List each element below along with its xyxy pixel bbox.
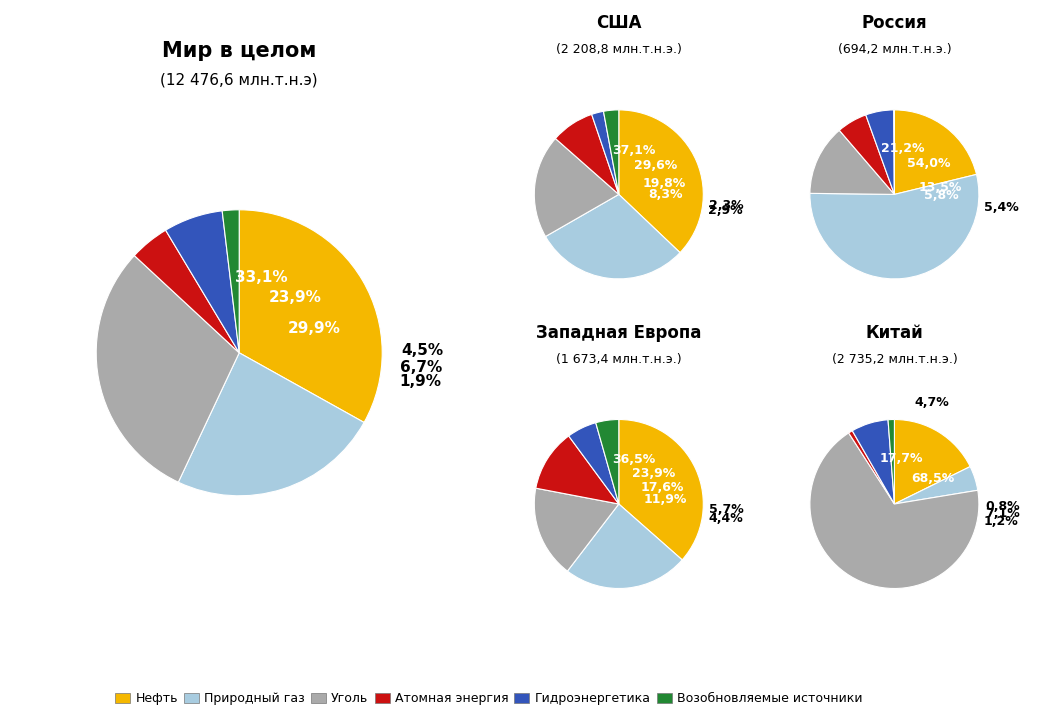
Wedge shape	[165, 211, 239, 353]
Legend: Нефть, Природный газ, Уголь, Атомная энергия, Гидроэнергетика, Возобновляемые ис: Нефть, Природный газ, Уголь, Атомная эне…	[110, 687, 867, 710]
Text: 17,6%: 17,6%	[641, 481, 684, 494]
Wedge shape	[894, 467, 978, 504]
Wedge shape	[223, 210, 239, 353]
Text: США: США	[596, 14, 642, 32]
Wedge shape	[888, 420, 894, 504]
Text: 37,1%: 37,1%	[612, 144, 655, 157]
Text: 4,5%: 4,5%	[401, 343, 443, 358]
Text: 17,7%: 17,7%	[880, 451, 924, 464]
Text: (2 735,2 млн.т.н.э.): (2 735,2 млн.т.н.э.)	[832, 353, 957, 366]
Wedge shape	[619, 420, 703, 560]
Text: 1,2%: 1,2%	[984, 516, 1018, 528]
Wedge shape	[810, 130, 894, 194]
Wedge shape	[536, 436, 619, 504]
Text: 68,5%: 68,5%	[912, 472, 955, 485]
Text: 13,5%: 13,5%	[918, 181, 962, 194]
Text: 29,9%: 29,9%	[287, 321, 340, 336]
Text: 8,3%: 8,3%	[648, 189, 682, 202]
Text: Россия: Россия	[861, 14, 928, 32]
Text: 29,6%: 29,6%	[633, 159, 677, 172]
Wedge shape	[239, 210, 383, 423]
Text: 7,1%: 7,1%	[985, 508, 1019, 521]
Wedge shape	[535, 488, 619, 571]
Text: 5,8%: 5,8%	[924, 189, 958, 202]
Wedge shape	[555, 114, 619, 194]
Text: 1,9%: 1,9%	[399, 374, 441, 389]
Wedge shape	[603, 110, 619, 194]
Wedge shape	[839, 115, 894, 194]
Text: 2,9%: 2,9%	[708, 204, 743, 217]
Wedge shape	[849, 431, 894, 504]
Text: (2 208,8 млн.т.н.э.): (2 208,8 млн.т.н.э.)	[555, 43, 682, 56]
Wedge shape	[546, 194, 680, 279]
Wedge shape	[97, 256, 239, 482]
Text: 4,4%: 4,4%	[708, 512, 744, 525]
Wedge shape	[619, 110, 703, 253]
Wedge shape	[865, 110, 894, 194]
Wedge shape	[569, 423, 619, 504]
Text: 5,4%: 5,4%	[984, 202, 1019, 215]
Wedge shape	[592, 112, 619, 194]
Text: (12 476,6 млн.т.н.э): (12 476,6 млн.т.н.э)	[160, 73, 318, 88]
Text: 6,7%: 6,7%	[400, 361, 443, 375]
Wedge shape	[535, 138, 619, 236]
Text: 21,2%: 21,2%	[881, 143, 925, 156]
Text: 33,1%: 33,1%	[235, 270, 288, 285]
Text: 36,5%: 36,5%	[612, 454, 655, 467]
Text: (1 673,4 млн.т.н.э.): (1 673,4 млн.т.н.э.)	[556, 353, 681, 366]
Wedge shape	[810, 174, 979, 279]
Text: 23,9%: 23,9%	[268, 289, 321, 305]
Text: Западная Европа: Западная Европа	[536, 324, 702, 342]
Wedge shape	[568, 504, 682, 588]
Text: 5,7%: 5,7%	[709, 503, 745, 516]
Text: (694,2 млн.т.н.э.): (694,2 млн.т.н.э.)	[837, 43, 952, 56]
Text: 11,9%: 11,9%	[644, 492, 686, 505]
Text: Китай: Китай	[865, 324, 924, 342]
Text: 54,0%: 54,0%	[907, 157, 951, 170]
Wedge shape	[894, 110, 977, 194]
Text: 0,8%: 0,8%	[985, 500, 1020, 513]
Text: 4,7%: 4,7%	[914, 396, 948, 409]
Text: 2,3%: 2,3%	[709, 199, 744, 212]
Wedge shape	[134, 230, 239, 353]
Text: 19,8%: 19,8%	[643, 177, 685, 190]
Text: 23,9%: 23,9%	[632, 467, 675, 480]
Wedge shape	[596, 420, 619, 504]
Wedge shape	[178, 353, 364, 496]
Text: Мир в целом: Мир в целом	[162, 41, 316, 61]
Wedge shape	[853, 420, 894, 504]
Wedge shape	[810, 433, 979, 588]
Wedge shape	[894, 420, 970, 504]
